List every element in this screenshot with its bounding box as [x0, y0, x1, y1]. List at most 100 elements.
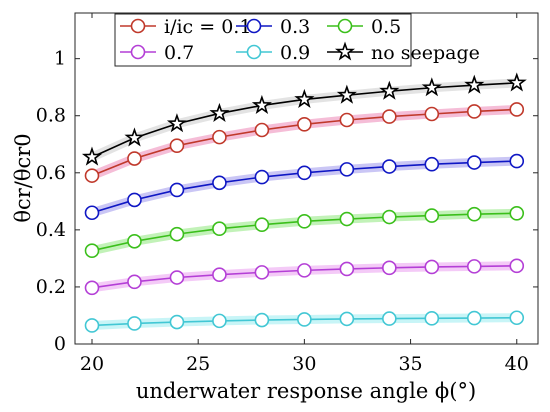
data-point: [424, 259, 440, 275]
legend-box: [114, 13, 412, 67]
data-point: [424, 311, 440, 326]
data-point: [169, 182, 185, 198]
legend-marker: [337, 18, 353, 34]
data-point: [339, 261, 355, 277]
data-point: [254, 217, 270, 233]
data-point: [294, 88, 315, 108]
legend-marker: [246, 44, 262, 60]
x-tick-label: 20: [80, 353, 104, 375]
data-point: [251, 94, 272, 114]
data-point: [509, 206, 525, 221]
data-point: [254, 265, 270, 280]
data-point: [339, 162, 355, 177]
x-axis-label: underwater response angle ϕ(°): [136, 379, 476, 403]
data-point: [297, 116, 312, 132]
data-point: [509, 102, 525, 117]
data-point: [127, 316, 142, 331]
series-1: [84, 153, 525, 221]
data-point: [127, 151, 142, 166]
legend: i/ic = 0.1 0.3 0.5 0.7 0.9 no seepage: [114, 13, 480, 67]
data-point: [84, 243, 100, 258]
data-point: [81, 146, 103, 166]
data-point: [421, 77, 442, 97]
data-point: [379, 80, 400, 100]
data-point: [382, 159, 397, 174]
legend-label: 0.7: [164, 42, 194, 64]
legend-marker: [246, 18, 262, 34]
data-point: [509, 310, 525, 326]
legend-marker: [130, 18, 146, 34]
data-point: [466, 155, 482, 170]
data-point: [212, 175, 227, 191]
series-4: [84, 310, 525, 333]
x-tick-label: 30: [292, 353, 316, 375]
legend-marker: [334, 41, 356, 61]
data-point: [169, 314, 185, 330]
data-point: [127, 233, 142, 249]
y-tick-label: 0.4: [36, 219, 66, 241]
y-axis-label: θcr/θcr0: [11, 133, 35, 222]
legend-marker: [130, 44, 146, 60]
legend-entry: 0.9: [236, 42, 310, 64]
data-point: [297, 312, 312, 327]
x-tick-label: 40: [505, 353, 529, 375]
data-point: [297, 165, 312, 181]
data-point: [509, 153, 525, 169]
data-point: [382, 109, 397, 124]
legend-label: 0.5: [371, 16, 401, 38]
legend-entry: 0.3: [236, 16, 310, 38]
data-point: [169, 226, 185, 242]
data-point: [339, 112, 355, 128]
data-point: [339, 211, 355, 227]
legend-label: i/ic = 0.1: [164, 16, 251, 38]
data-point: [382, 260, 397, 276]
data-point: [254, 312, 270, 328]
data-point: [509, 258, 525, 274]
legend-label: 0.3: [280, 16, 310, 38]
data-point: [466, 104, 482, 119]
data-point: [254, 169, 270, 185]
data-point: [84, 280, 100, 296]
y-tick-label: 0.2: [36, 276, 66, 298]
x-tick-label: 35: [398, 353, 422, 375]
data-point: [84, 318, 100, 333]
data-point: [84, 168, 100, 183]
legend-label: 0.9: [280, 42, 310, 64]
data-point: [254, 122, 270, 138]
data-point: [169, 270, 185, 285]
data-point: [466, 206, 482, 222]
legend-entry: no seepage: [327, 41, 480, 64]
data-point: [466, 259, 482, 274]
legend-entry: i/ic = 0.1: [120, 16, 251, 38]
series-2: [84, 206, 525, 258]
data-point: [424, 106, 440, 122]
y-tick-label: 0.6: [36, 162, 66, 184]
series-0: [84, 102, 525, 183]
data-point: [209, 102, 230, 122]
data-point: [382, 209, 397, 225]
axis-ticks: 20 25 30 35 40 0 0.2 0.4 0.6 0.8 1: [36, 13, 538, 375]
y-tick-label: 1: [54, 48, 66, 70]
data-point: [506, 72, 527, 92]
data-point: [127, 274, 142, 290]
x-tick-label: 25: [186, 353, 210, 375]
legend-label: no seepage: [371, 42, 480, 64]
data-point: [297, 263, 312, 278]
data-point: [424, 156, 440, 172]
legend-entry: 0.5: [327, 16, 401, 38]
data-point: [212, 129, 227, 145]
legend-entry: 0.7: [120, 42, 194, 64]
data-point: [424, 208, 440, 223]
series-5: [81, 72, 527, 166]
data-point: [212, 313, 227, 329]
data-point: [124, 127, 145, 147]
data-point: [336, 84, 357, 104]
data-point: [127, 192, 142, 208]
data-point: [212, 221, 227, 237]
series-layer: [81, 72, 527, 333]
data-point: [382, 311, 397, 326]
series-3: [84, 258, 525, 296]
data-point: [212, 267, 227, 282]
data-point: [84, 205, 100, 221]
